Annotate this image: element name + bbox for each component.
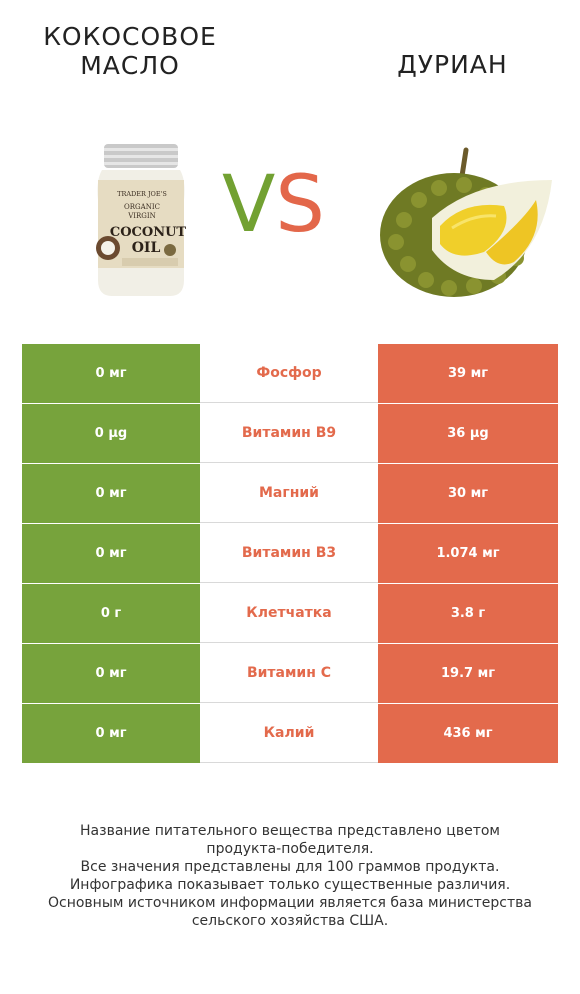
nutrient-name-cell: Фосфор: [200, 344, 378, 403]
left-title-line1: КОКОСОВОЕ: [43, 22, 217, 51]
jar-coconut-text: COCONUT: [110, 225, 187, 240]
nutrient-name-cell: Клетчатка: [200, 584, 378, 643]
versus-label: VS: [222, 165, 325, 245]
left-value-cell: 0 мг: [22, 704, 200, 763]
table-row: 0 µg Витамин B9 36 µg: [22, 404, 558, 463]
jar-brand-text: TRADER JOE'S: [117, 190, 167, 198]
nutrient-name-cell: Витамин B9: [200, 404, 378, 463]
table-row: 0 мг Витамин B3 1.074 мг: [22, 524, 558, 583]
right-value-cell: 3.8 г: [378, 584, 558, 643]
left-value-cell: 0 мг: [22, 344, 200, 403]
table-row: 0 мг Магний 30 мг: [22, 464, 558, 523]
table-row: 0 мг Фосфор 39 мг: [22, 344, 558, 403]
left-value-cell: 0 µg: [22, 404, 200, 463]
left-value-cell: 0 мг: [22, 464, 200, 523]
left-value-cell: 0 мг: [22, 644, 200, 703]
footer-line: сельского хозяйства США.: [191, 913, 389, 929]
table-row: 0 г Клетчатка 3.8 г: [22, 584, 558, 643]
right-value-cell: 39 мг: [378, 344, 558, 403]
left-title-line2: МАСЛО: [80, 51, 180, 80]
right-value-cell: 30 мг: [378, 464, 558, 523]
nutrient-comparison-table: 0 мг Фосфор 39 мг 0 µg Витамин B9 36 µg …: [22, 344, 558, 764]
coconut-oil-jar-image: TRADER JOE'S ORGANIC VIRGIN COCONUT OIL: [96, 144, 187, 296]
footer-line: продукта-победителя.: [206, 841, 374, 857]
right-value-cell: 1.074 мг: [378, 524, 558, 583]
jar-organic-text: ORGANIC: [124, 203, 160, 211]
left-value-cell: 0 г: [22, 584, 200, 643]
left-product-title: КОКОСОВОЕ МАСЛО: [30, 22, 230, 80]
right-value-cell: 19.7 мг: [378, 644, 558, 703]
jar-virgin-text: VIRGIN: [127, 212, 156, 220]
durian-image: [380, 147, 552, 297]
nutrient-name-cell: Калий: [200, 704, 378, 763]
versus-s: S: [275, 160, 325, 250]
table-row: 0 мг Витамин C 19.7 мг: [22, 644, 558, 703]
footer-line: Название питательного вещества представл…: [80, 823, 500, 839]
right-value-cell: 36 µg: [378, 404, 558, 463]
right-value-cell: 436 мг: [378, 704, 558, 763]
footer-line: Основным источником информации является …: [48, 895, 532, 911]
footer-line: Все значения представлены для 100 граммо…: [80, 859, 500, 875]
left-value-cell: 0 мг: [22, 524, 200, 583]
footer-note: Название питательного вещества представл…: [20, 822, 560, 930]
versus-v: V: [222, 160, 276, 250]
right-product-title: ДУРИАН: [397, 50, 508, 79]
nutrient-name-cell: Магний: [200, 464, 378, 523]
table-row: 0 мг Калий 436 мг: [22, 704, 558, 763]
nutrient-name-cell: Витамин B3: [200, 524, 378, 583]
nutrient-name-cell: Витамин C: [200, 644, 378, 703]
footer-line: Инфографика показывает только существенн…: [69, 877, 511, 893]
jar-oil-text: OIL: [132, 240, 161, 256]
